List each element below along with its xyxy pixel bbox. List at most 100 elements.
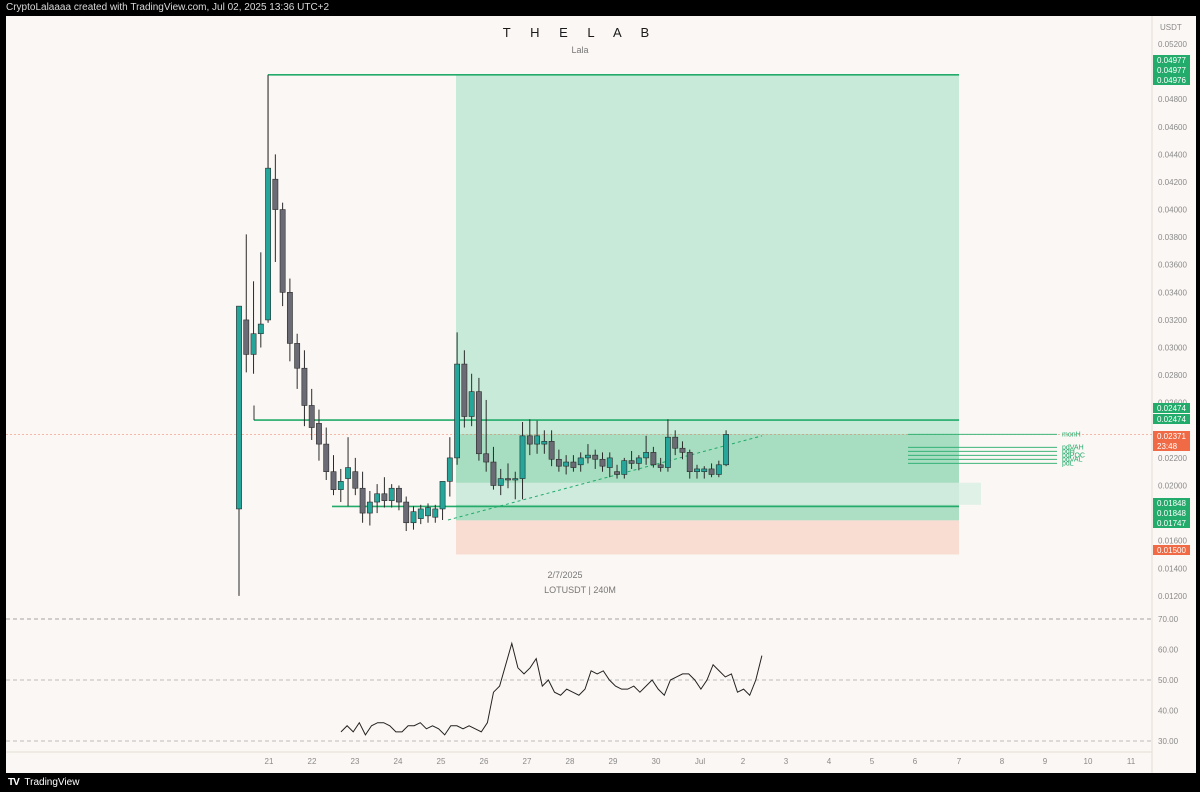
price-badge — [1153, 75, 1190, 85]
candle-down[interactable] — [403, 501, 410, 524]
candle-up[interactable] — [497, 478, 504, 486]
candle-down[interactable] — [316, 423, 322, 445]
candle-up[interactable] — [512, 478, 519, 481]
candle-up[interactable] — [454, 363, 460, 459]
candle-up[interactable] — [643, 452, 650, 459]
candle-down[interactable] — [286, 292, 293, 344]
candle-down[interactable] — [483, 453, 490, 463]
price-tick-label: 0.01400 — [1158, 564, 1187, 573]
candle-up[interactable] — [715, 464, 722, 475]
osc-tick-label: 70.00 — [1158, 615, 1179, 624]
candle-up[interactable] — [366, 501, 373, 514]
candle-down[interactable] — [308, 405, 315, 428]
candle-up[interactable] — [468, 391, 475, 417]
time-tick-label: 21 — [265, 757, 274, 766]
price-tick-label: 0.01600 — [1158, 537, 1187, 546]
level-label: pdL — [1062, 460, 1074, 467]
candle-down[interactable] — [657, 464, 664, 468]
time-tick-label: 3 — [784, 757, 789, 766]
trend-line[interactable] — [447, 435, 763, 521]
candle-down[interactable] — [301, 367, 308, 406]
candle-down[interactable] — [461, 363, 468, 417]
candle-up[interactable] — [606, 457, 613, 468]
candle-up[interactable] — [665, 436, 671, 468]
loss-zone[interactable] — [456, 520, 959, 555]
candle-up[interactable] — [701, 468, 708, 472]
candle-up[interactable] — [425, 507, 431, 517]
candle-down[interactable] — [555, 458, 562, 467]
osc-tick-label: 30.00 — [1158, 737, 1179, 746]
candle-down[interactable] — [650, 452, 657, 466]
candle-down[interactable] — [279, 209, 286, 293]
candle-down[interactable] — [592, 454, 599, 460]
candle-up[interactable] — [439, 481, 446, 510]
candle-down[interactable] — [599, 458, 606, 467]
candle-down[interactable] — [505, 478, 511, 481]
range-zone[interactable] — [456, 434, 959, 521]
candle-down[interactable] — [323, 443, 330, 472]
price-badge-label: 0.01848 — [1157, 499, 1186, 508]
candle-up[interactable] — [265, 167, 271, 321]
candle-up[interactable] — [585, 454, 591, 459]
osc-line[interactable] — [340, 641, 763, 736]
time-tick-label: 28 — [566, 757, 575, 766]
candle-down[interactable] — [490, 461, 497, 486]
candle-up[interactable] — [345, 467, 351, 479]
candle-up[interactable] — [257, 323, 264, 335]
price-badge-label: 0.02474 — [1157, 404, 1186, 413]
range-zone-extension — [456, 482, 981, 505]
candle-up[interactable] — [723, 434, 729, 466]
candle-down[interactable] — [272, 178, 279, 210]
candle-down[interactable] — [570, 461, 577, 468]
candle-up[interactable] — [410, 511, 417, 524]
candle-up[interactable] — [694, 468, 700, 472]
time-tick-label: 4 — [827, 757, 832, 766]
candle-up[interactable] — [432, 508, 439, 518]
time-tick-label: 29 — [609, 757, 618, 766]
price-badge — [1153, 545, 1190, 555]
candle-down[interactable] — [548, 441, 555, 460]
price-tick-label: 0.02200 — [1158, 454, 1187, 463]
candle-down[interactable] — [359, 487, 366, 514]
candle-up[interactable] — [250, 333, 257, 355]
candle-down[interactable] — [628, 460, 635, 464]
tradingview-logo-icon[interactable]: TV — [8, 777, 20, 788]
candle-up[interactable] — [563, 461, 570, 467]
price-badge — [1153, 498, 1190, 508]
price-badge — [1153, 431, 1190, 451]
candle-up[interactable] — [337, 481, 344, 490]
candle-down[interactable] — [686, 452, 693, 472]
candle-up[interactable] — [635, 457, 642, 464]
candle-down[interactable] — [294, 343, 301, 369]
candle-up[interactable] — [236, 305, 242, 510]
candle-down[interactable] — [352, 471, 359, 489]
price-badge-label: 0.02474 — [1157, 415, 1186, 424]
candle-down[interactable] — [614, 471, 620, 475]
candle-up[interactable] — [446, 457, 453, 482]
candle-down[interactable] — [526, 435, 533, 445]
candle-down[interactable] — [381, 493, 388, 501]
candle-down[interactable] — [476, 391, 482, 455]
header-caption: CryptoLalaaaa created with TradingView.c… — [0, 0, 1200, 16]
price-badge — [1153, 55, 1190, 65]
candle-down[interactable] — [708, 468, 715, 475]
candle-up[interactable] — [388, 487, 395, 501]
candle-up[interactable] — [534, 435, 540, 445]
time-tick-label: 22 — [308, 757, 317, 766]
price-badge-countdown: 23:48 — [1157, 442, 1178, 451]
candle-down[interactable] — [330, 471, 337, 490]
candle-up[interactable] — [374, 493, 381, 503]
annotation-date: 2/7/2025 — [547, 570, 582, 580]
osc-tick-label: 40.00 — [1158, 707, 1179, 716]
candle-up[interactable] — [519, 435, 526, 479]
candle-up[interactable] — [577, 457, 584, 466]
candle-down[interactable] — [672, 436, 679, 449]
candle-up[interactable] — [621, 460, 628, 475]
candle-up[interactable] — [541, 441, 548, 445]
candle-up[interactable] — [417, 508, 424, 519]
candle-down[interactable] — [243, 319, 250, 355]
candle-down[interactable] — [396, 487, 402, 503]
footer-brand[interactable]: TradingView — [24, 777, 80, 788]
candle-down[interactable] — [679, 447, 686, 453]
